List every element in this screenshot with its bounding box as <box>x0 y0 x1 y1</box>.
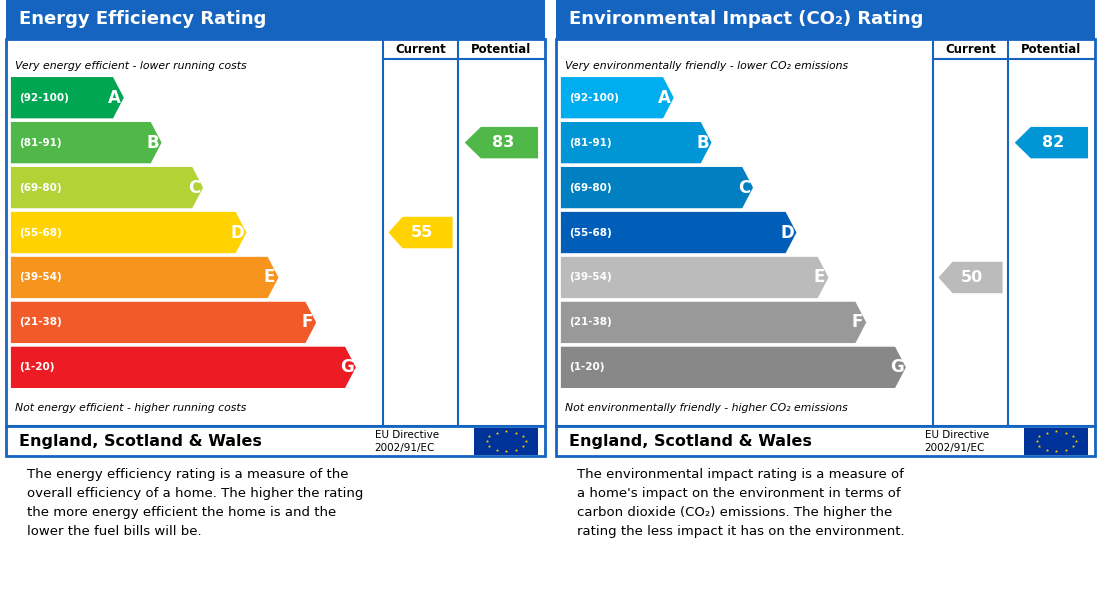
Text: (21-38): (21-38) <box>19 318 62 327</box>
Text: England, Scotland & Wales: England, Scotland & Wales <box>569 434 812 449</box>
Text: 2002/91/EC: 2002/91/EC <box>925 442 986 453</box>
Text: Potential: Potential <box>1021 42 1081 56</box>
Text: 82: 82 <box>1042 135 1064 150</box>
Text: Potential: Potential <box>471 42 531 56</box>
Text: (21-38): (21-38) <box>569 318 612 327</box>
Text: B: B <box>146 133 158 152</box>
Text: (55-68): (55-68) <box>569 228 612 237</box>
Bar <box>1024 428 1088 455</box>
Polygon shape <box>11 167 204 208</box>
Text: Not energy efficient - higher running costs: Not energy efficient - higher running co… <box>15 403 246 413</box>
Text: A: A <box>108 89 121 106</box>
Text: 55: 55 <box>410 225 433 240</box>
Text: The environmental impact rating is a measure of
a home's impact on the environme: The environmental impact rating is a mea… <box>578 468 904 539</box>
Bar <box>6 427 544 456</box>
Text: Environmental Impact (CO₂) Rating: Environmental Impact (CO₂) Rating <box>569 10 923 28</box>
Polygon shape <box>11 77 124 118</box>
Polygon shape <box>561 347 906 388</box>
Text: 2002/91/EC: 2002/91/EC <box>375 442 436 453</box>
Text: (69-80): (69-80) <box>19 182 62 193</box>
Text: A: A <box>658 89 671 106</box>
Text: (39-54): (39-54) <box>569 272 612 283</box>
Text: D: D <box>780 223 794 242</box>
Text: Energy Efficiency Rating: Energy Efficiency Rating <box>19 10 266 28</box>
Text: 50: 50 <box>960 270 983 285</box>
Text: F: F <box>301 313 312 332</box>
Text: G: G <box>890 359 903 376</box>
Polygon shape <box>561 302 866 343</box>
Text: (92-100): (92-100) <box>19 92 69 103</box>
Text: B: B <box>696 133 708 152</box>
Text: (81-91): (81-91) <box>569 138 612 147</box>
Text: (55-68): (55-68) <box>19 228 62 237</box>
Text: England, Scotland & Wales: England, Scotland & Wales <box>19 434 262 449</box>
Polygon shape <box>11 122 162 163</box>
Bar <box>556 0 1094 39</box>
Text: EU Directive: EU Directive <box>925 430 989 439</box>
Polygon shape <box>11 257 278 298</box>
Polygon shape <box>11 347 356 388</box>
Text: C: C <box>738 179 750 196</box>
Text: (69-80): (69-80) <box>569 182 612 193</box>
Polygon shape <box>561 167 754 208</box>
Polygon shape <box>561 212 796 253</box>
Text: G: G <box>340 359 353 376</box>
Text: (92-100): (92-100) <box>569 92 619 103</box>
Polygon shape <box>561 77 674 118</box>
Text: Current: Current <box>395 42 446 56</box>
Text: 83: 83 <box>492 135 514 150</box>
Polygon shape <box>388 217 452 248</box>
Bar <box>6 0 544 39</box>
Text: (1-20): (1-20) <box>19 362 55 372</box>
Text: E: E <box>814 269 825 286</box>
Text: Very environmentally friendly - lower CO₂ emissions: Very environmentally friendly - lower CO… <box>565 61 848 70</box>
Polygon shape <box>464 127 538 159</box>
Text: (1-20): (1-20) <box>569 362 605 372</box>
Polygon shape <box>561 257 828 298</box>
Bar <box>556 427 1094 456</box>
Polygon shape <box>561 122 712 163</box>
Bar <box>474 428 538 455</box>
Text: D: D <box>230 223 244 242</box>
Text: (39-54): (39-54) <box>19 272 62 283</box>
Text: F: F <box>851 313 862 332</box>
Polygon shape <box>11 212 246 253</box>
Text: Current: Current <box>945 42 996 56</box>
Bar <box>556 39 1094 427</box>
Bar <box>6 39 544 427</box>
Text: C: C <box>188 179 200 196</box>
Text: EU Directive: EU Directive <box>375 430 439 439</box>
Text: Not environmentally friendly - higher CO₂ emissions: Not environmentally friendly - higher CO… <box>565 403 848 413</box>
Text: The energy efficiency rating is a measure of the
overall efficiency of a home. T: The energy efficiency rating is a measur… <box>28 468 363 539</box>
Text: (81-91): (81-91) <box>19 138 62 147</box>
Text: Very energy efficient - lower running costs: Very energy efficient - lower running co… <box>15 61 246 70</box>
Text: E: E <box>264 269 275 286</box>
Polygon shape <box>1014 127 1088 159</box>
Polygon shape <box>938 262 1002 293</box>
Polygon shape <box>11 302 316 343</box>
